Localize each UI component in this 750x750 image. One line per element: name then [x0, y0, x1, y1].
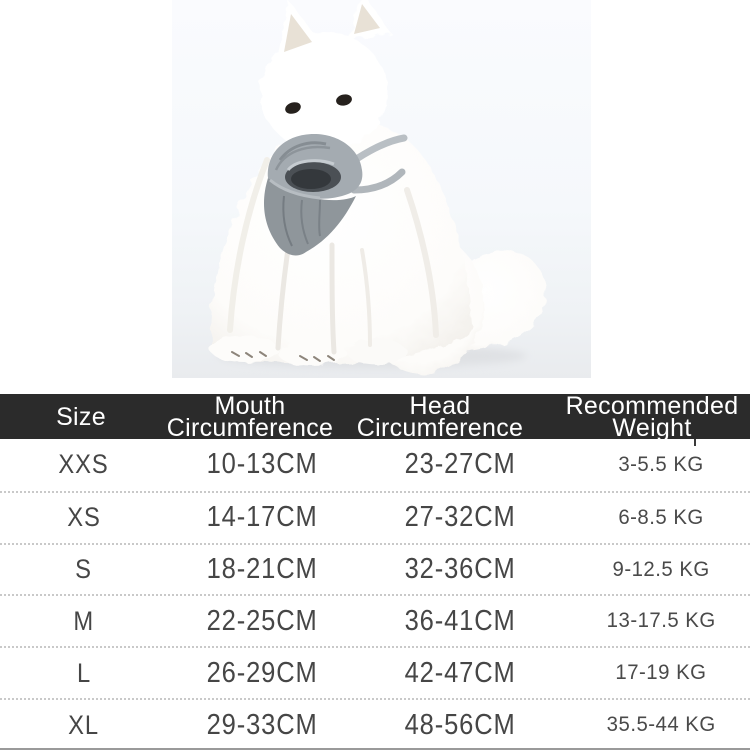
head-value: 36-41CM: [404, 604, 516, 637]
cell-weight: 6-8.5 KG: [557, 506, 750, 530]
eye-right: [336, 94, 352, 106]
cell-size: L: [3, 658, 165, 689]
size-value: M: [73, 605, 95, 636]
cell-size: M: [3, 606, 165, 637]
stray-tick-mark: [694, 439, 696, 446]
cell-size: S: [3, 554, 165, 585]
cell-head: 36-41CM: [358, 605, 562, 638]
cell-mouth: 18-21CM: [174, 553, 350, 586]
cell-mouth: 29-33CM: [174, 709, 350, 742]
cell-mouth: 22-25CM: [174, 605, 350, 638]
head-value: 27-32CM: [404, 501, 516, 534]
cell-weight: 13-17.5 KG: [557, 609, 750, 633]
header-label: Weight: [612, 413, 692, 442]
size-value: XS: [67, 502, 101, 533]
cell-mouth: 10-13CM: [174, 448, 350, 481]
mouth-value: 22-25CM: [206, 604, 318, 637]
header-cell-recommended-weight: Recommended Weight: [542, 391, 750, 442]
table-row-xxs: XXS 10-13CM 23-27CM 3-5.5 KG: [0, 439, 750, 491]
cell-weight: 35.5-44 KG: [557, 713, 750, 737]
product-photo: [172, 0, 591, 378]
table-row-m: M 22-25CM 36-41CM 13-17.5 KG: [0, 594, 750, 646]
mouth-value: 29-33CM: [206, 708, 318, 741]
header-label: Mouth: [214, 391, 286, 420]
header-label: Circumference: [166, 413, 334, 442]
eye-left: [285, 102, 301, 114]
inner-ear-left: [284, 14, 312, 52]
size-value: XL: [68, 709, 100, 740]
cell-head: 27-32CM: [358, 501, 562, 534]
size-value: XXS: [58, 449, 110, 480]
weight-value: 35.5-44 KG: [606, 713, 716, 737]
weight-value: 6-8.5 KG: [618, 505, 704, 529]
header-label: Size: [56, 402, 106, 431]
mouth-value: 18-21CM: [206, 553, 318, 586]
cell-size: XXS: [3, 449, 165, 480]
mouth-value: 26-29CM: [206, 656, 318, 689]
header-cell-mouth-circumference: Mouth Circumference: [162, 391, 338, 442]
weight-value: 13-17.5 KG: [606, 609, 716, 633]
table-row-xs: XS 14-17CM 27-32CM 6-8.5 KG: [0, 490, 750, 543]
size-table-header: Size Mouth Circumference Head Circumfere…: [0, 391, 750, 442]
cell-head: 42-47CM: [358, 657, 562, 690]
header-label: Circumference: [356, 413, 524, 442]
table-row-xl: XL 29-33CM 48-56CM 35.5-44 KG: [0, 698, 750, 750]
size-table: Size Mouth Circumference Head Circumfere…: [0, 391, 750, 750]
bottom-edge-bar: [0, 748, 750, 750]
cell-head: 23-27CM: [358, 448, 562, 481]
header-label: Recommended: [565, 391, 739, 420]
table-row-l: L 26-29CM 42-47CM 17-19 KG: [0, 646, 750, 698]
mouth-value: 10-13CM: [206, 448, 318, 481]
cell-weight: 3-5.5 KG: [557, 453, 750, 477]
header-cell-head-circumference: Head Circumference: [338, 391, 542, 442]
size-value: S: [75, 554, 93, 585]
table-row-s: S 18-21CM 32-36CM 9-12.5 KG: [0, 542, 750, 595]
size-table-body: XXS 10-13CM 23-27CM 3-5.5 KG XS 14-17CM …: [0, 439, 750, 750]
cell-size: XS: [3, 502, 165, 533]
cell-head: 32-36CM: [358, 553, 562, 586]
weight-value: 9-12.5 KG: [612, 557, 710, 581]
dog-with-muzzle-illustration: [210, 0, 546, 373]
head-value: 48-56CM: [404, 708, 516, 741]
muzzle: [264, 134, 408, 256]
cell-weight: 9-12.5 KG: [557, 558, 750, 582]
header-label: Head: [409, 391, 471, 420]
cell-head: 48-56CM: [358, 709, 562, 742]
cell-mouth: 14-17CM: [174, 501, 350, 534]
cell-weight: 17-19 KG: [557, 661, 750, 685]
head-value: 42-47CM: [404, 656, 516, 689]
inner-ear-right: [354, 4, 380, 34]
header-cell-size: Size: [0, 394, 162, 439]
cell-size: XL: [3, 710, 165, 741]
weight-value: 3-5.5 KG: [618, 452, 704, 476]
mouth-value: 14-17CM: [206, 501, 318, 534]
head-value: 32-36CM: [404, 553, 516, 586]
cell-mouth: 26-29CM: [174, 657, 350, 690]
weight-value: 17-19 KG: [615, 661, 707, 685]
size-value: L: [76, 657, 92, 688]
head-value: 23-27CM: [404, 448, 516, 481]
